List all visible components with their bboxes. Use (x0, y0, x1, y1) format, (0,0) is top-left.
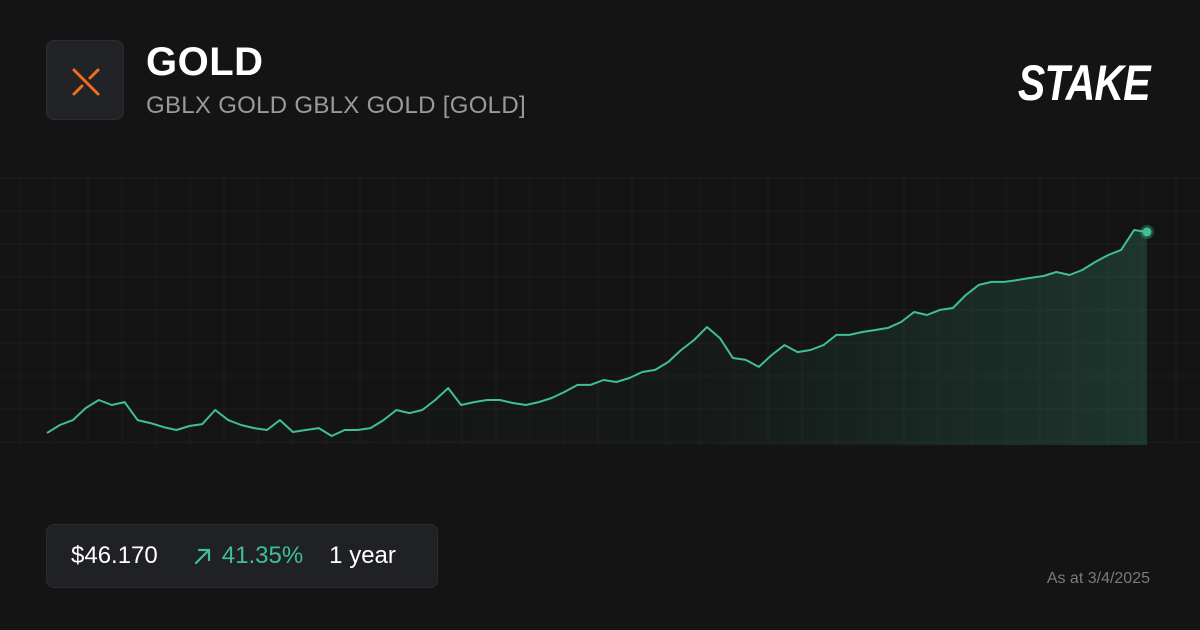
area-fill (47, 230, 1147, 445)
asset-icon-glyph (72, 68, 100, 96)
summary-box: $46.170 41.35% 1 year (46, 524, 438, 588)
change: 41.35% (221, 542, 304, 569)
price: $46.170 (71, 542, 158, 569)
period: 1 year (329, 542, 396, 569)
as-of-date: As at 3/4/2025 (1046, 570, 1150, 587)
up-arrow (194, 548, 210, 565)
asset-icon (46, 40, 124, 120)
asset-subtitle: GBLX GOLD GBLX GOLD [GOLD] (146, 92, 526, 119)
last-point (1142, 227, 1152, 237)
asset-title: GOLD (146, 40, 264, 84)
price-line (46, 229, 1148, 437)
brand-logo: STAKE (1018, 55, 1151, 111)
